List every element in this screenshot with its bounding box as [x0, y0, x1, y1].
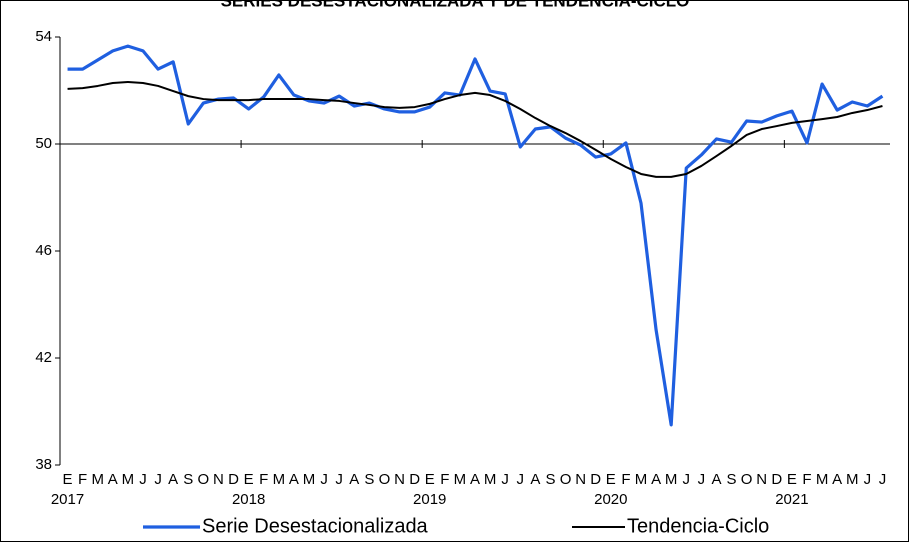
x-tick-label: J [501, 471, 509, 488]
x-tick-label: N [575, 471, 586, 488]
x-tick-label: A [289, 471, 299, 488]
x-tick-label: S [364, 471, 374, 488]
x-tick-label: J [154, 471, 162, 488]
x-tick-label: M [91, 471, 104, 488]
x-tick-label: J [139, 471, 147, 488]
x-tick-label: J [517, 471, 525, 488]
x-tick-label: M [665, 471, 678, 488]
x-tick-label: J [864, 471, 872, 488]
x-tick-label: D [771, 471, 782, 488]
legend-label: Serie Desestacionalizada [202, 515, 429, 537]
y-tick-label: 46 [35, 242, 52, 259]
x-tick-label: A [108, 471, 118, 488]
x-tick-label: A [349, 471, 359, 488]
x-tick-label: M [273, 471, 286, 488]
x-tick-label: E [787, 471, 797, 488]
x-tick-label: J [879, 471, 887, 488]
x-tick-label: N [213, 471, 224, 488]
x-tick-label: O [198, 471, 210, 488]
year-label: 2018 [232, 491, 265, 508]
x-tick-label: M [816, 471, 829, 488]
year-label: 2020 [594, 491, 627, 508]
x-tick-label: O [741, 471, 753, 488]
x-tick-label: S [183, 471, 193, 488]
year-label: 2019 [413, 491, 446, 508]
x-tick-label: M [635, 471, 648, 488]
chart-title: SERIES DESESTACIONALIZADA Y DE TENDENCIA… [221, 0, 690, 10]
x-tick-label: E [606, 471, 616, 488]
y-tick-label: 38 [35, 456, 52, 473]
x-tick-label: E [244, 471, 254, 488]
x-tick-label: M [122, 471, 135, 488]
x-tick-label: N [394, 471, 405, 488]
y-tick-label: 42 [35, 349, 52, 366]
x-tick-label: F [802, 471, 811, 488]
x-tick-label: O [379, 471, 391, 488]
x-tick-label: J [335, 471, 343, 488]
x-tick-label: J [320, 471, 328, 488]
x-tick-label: F [440, 471, 449, 488]
series-line [67, 80, 883, 178]
series-line [67, 44, 884, 427]
x-tick-label: A [651, 471, 661, 488]
x-tick-label: E [63, 471, 73, 488]
x-tick-label: F [259, 471, 268, 488]
x-tick-label: A [711, 471, 721, 488]
x-tick-label: D [590, 471, 601, 488]
y-tick-label: 54 [35, 28, 52, 45]
y-tick-label: 50 [35, 135, 52, 152]
x-tick-label: M [454, 471, 467, 488]
year-label: 2021 [775, 491, 808, 508]
x-tick-label: D [409, 471, 420, 488]
x-tick-label: S [545, 471, 555, 488]
year-label: 2017 [51, 491, 84, 508]
x-tick-label: A [530, 471, 540, 488]
x-tick-label: F [78, 471, 87, 488]
x-tick-label: M [303, 471, 316, 488]
x-tick-label: A [168, 471, 178, 488]
x-tick-label: J [698, 471, 706, 488]
x-tick-label: D [228, 471, 239, 488]
x-tick-label: J [683, 471, 691, 488]
x-tick-label: A [470, 471, 480, 488]
x-tick-label: S [727, 471, 737, 488]
x-tick-label: O [560, 471, 572, 488]
x-tick-label: M [846, 471, 859, 488]
legend-label: Tendencia-Ciclo [627, 515, 769, 537]
x-tick-label: N [756, 471, 767, 488]
x-tick-label: F [621, 471, 630, 488]
x-tick-label: A [832, 471, 842, 488]
x-tick-label: M [484, 471, 497, 488]
x-tick-label: E [425, 471, 435, 488]
